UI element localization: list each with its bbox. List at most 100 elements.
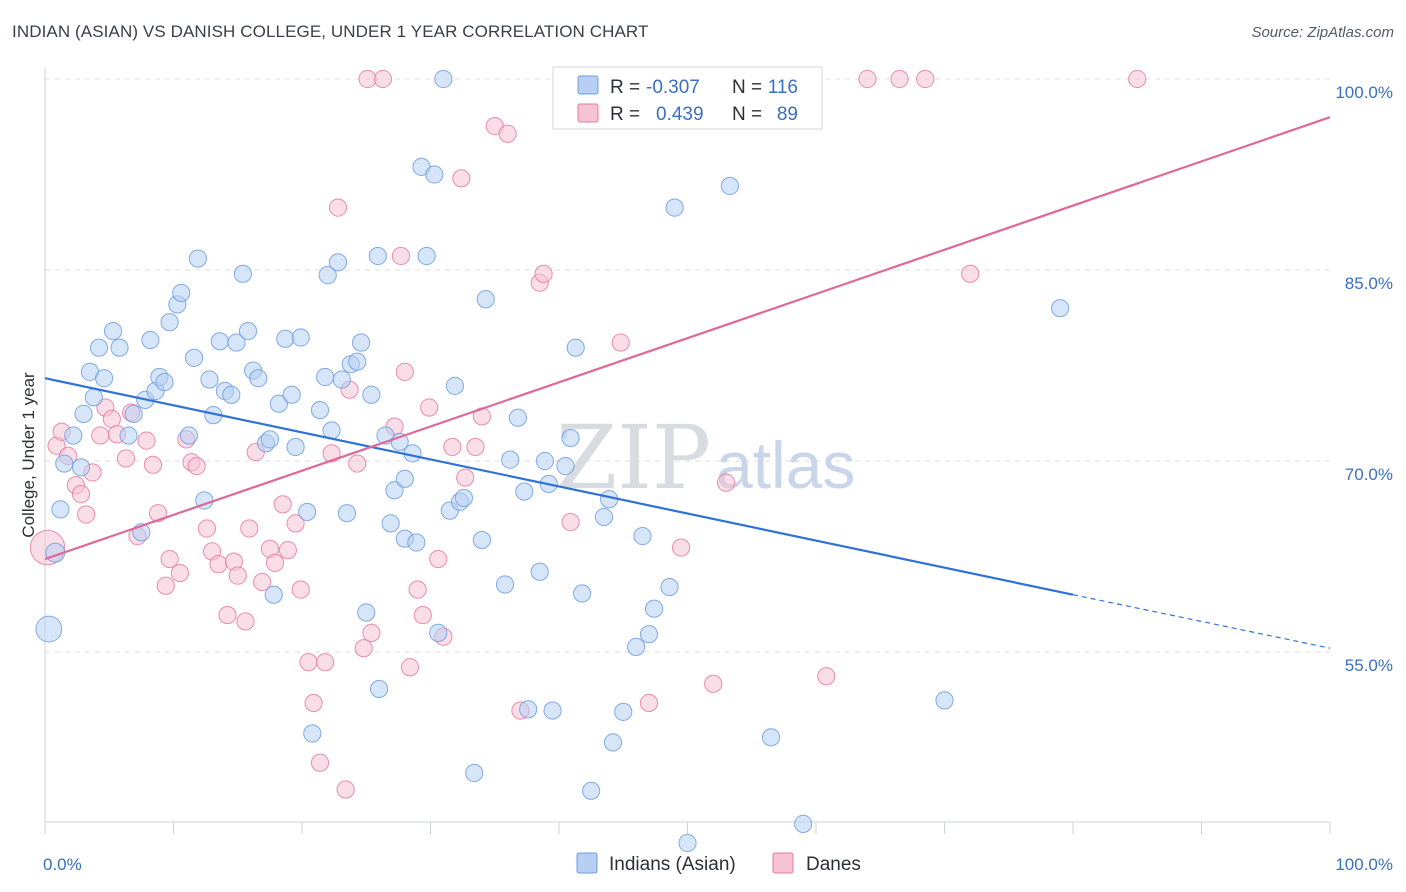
indian-point-98 xyxy=(603,733,623,752)
dane-point-82 xyxy=(916,69,935,89)
y-tick-label-2: 85.0% xyxy=(1345,274,1393,293)
indian-point-41 xyxy=(269,394,288,413)
dane-point-43 xyxy=(316,653,335,672)
legend-r-label-indians: R = xyxy=(610,77,640,98)
series-label-indians: Indians (Asian) xyxy=(609,854,736,875)
dane-point-59 xyxy=(420,398,439,417)
indian-point-39 xyxy=(260,430,279,449)
indians-trendline xyxy=(44,377,1074,596)
indian-point-102 xyxy=(639,625,659,644)
dane-point-29 xyxy=(228,566,247,585)
indian-point-83 xyxy=(501,450,520,469)
indian-point-10 xyxy=(95,369,114,388)
indian-point-84 xyxy=(508,408,527,427)
dane-point-76 xyxy=(671,538,691,557)
indian-point-92 xyxy=(561,428,580,448)
dane-point-26 xyxy=(209,555,228,574)
indian-point-101 xyxy=(633,527,652,546)
indian-point-82 xyxy=(495,575,515,594)
indian-point-60 xyxy=(368,246,387,266)
indian-point-108 xyxy=(761,728,781,747)
indian-point-25 xyxy=(184,348,204,367)
indian-point-64 xyxy=(385,481,404,500)
indian-point-100 xyxy=(627,637,646,657)
indian-point-30 xyxy=(210,332,229,351)
indian-point-85 xyxy=(515,482,534,501)
dane-point-55 xyxy=(395,362,414,381)
indian-point-87 xyxy=(530,562,549,581)
indian-point-96 xyxy=(594,507,614,527)
dane-point-80 xyxy=(858,69,877,89)
dane-point-77 xyxy=(704,674,723,693)
legend-n-value-danes: 89 xyxy=(777,104,798,125)
x-tick-label-max: 100.0% xyxy=(1335,855,1393,874)
dane-point-84 xyxy=(1128,69,1147,89)
y-tick-label-3: 100.0% xyxy=(1335,83,1393,102)
legend-n-label-indians: N = xyxy=(732,77,762,98)
indian-point-24 xyxy=(179,426,199,445)
indian-point-80 xyxy=(472,530,491,550)
indian-point-71 xyxy=(417,246,436,266)
indian-point-45 xyxy=(291,328,310,347)
x-tick-label-min: 0.0% xyxy=(43,855,82,874)
indian-point-76 xyxy=(445,376,465,395)
dane-point-68 xyxy=(498,124,517,143)
indian-point-2 xyxy=(51,500,70,519)
dane-point-35 xyxy=(265,553,285,572)
indian-point-40 xyxy=(264,585,283,604)
legend-r-value-danes: 0.439 xyxy=(656,104,704,125)
indian-point-63 xyxy=(381,514,400,533)
indian-point-48 xyxy=(310,400,330,420)
indian-point-95 xyxy=(582,781,601,800)
indian-point-72 xyxy=(425,165,444,184)
indian-point-12 xyxy=(110,338,129,357)
dane-point-5 xyxy=(71,485,91,504)
dane-point-17 xyxy=(148,504,168,523)
dane-point-16 xyxy=(143,455,163,474)
indian-point-47 xyxy=(303,724,322,743)
watermark-atlas: atlas xyxy=(716,428,855,502)
indian-point-43 xyxy=(282,385,301,404)
indian-point-59 xyxy=(362,385,381,404)
dane-point-81 xyxy=(890,69,909,89)
dane-point-42 xyxy=(310,753,330,772)
indian-point-74 xyxy=(434,69,453,89)
watermark-zip: ZIP xyxy=(556,406,711,509)
indian-point-57 xyxy=(352,333,371,352)
indian-point-20 xyxy=(155,372,174,392)
indian-point-56 xyxy=(348,352,367,371)
dane-point-52 xyxy=(373,69,393,89)
indians-points xyxy=(35,69,1070,853)
dane-point-78 xyxy=(716,473,736,492)
dane-point-44 xyxy=(322,444,341,463)
indian-point-88 xyxy=(535,451,554,471)
indian-point-44 xyxy=(286,437,305,457)
dane-point-57 xyxy=(408,580,427,599)
indian-point-106 xyxy=(678,833,697,853)
indians-trendline-extension xyxy=(1072,594,1331,649)
indian-point-17 xyxy=(141,330,160,350)
indian-point-49 xyxy=(316,367,335,387)
indian-point-6 xyxy=(74,404,93,423)
dane-point-63 xyxy=(452,169,471,188)
indian-point-73 xyxy=(429,623,448,643)
indian-point-26 xyxy=(188,249,208,268)
indian-point-110 xyxy=(935,691,954,710)
dane-point-27 xyxy=(218,605,237,625)
dane-point-23 xyxy=(187,456,206,476)
indian-point-94 xyxy=(573,584,592,603)
dane-point-20 xyxy=(170,563,190,583)
stats-legend: R = -0.307 N = 116 R = 0.439 N = 89 xyxy=(552,66,823,130)
dane-point-36 xyxy=(273,495,292,514)
indian-point-11 xyxy=(104,322,123,341)
indian-point-23 xyxy=(172,283,191,303)
indian-point-53 xyxy=(332,370,351,389)
chart-title: INDIAN (ASIAN) VS DANISH COLLEGE, UNDER … xyxy=(12,22,649,41)
y-tick-labels: 55.0% 70.0% 85.0% 100.0% xyxy=(1335,83,1393,675)
indian-point-35 xyxy=(238,322,258,341)
dane-point-58 xyxy=(413,605,432,625)
indian-point-90 xyxy=(543,701,562,720)
indian-point-78 xyxy=(454,488,474,508)
dane-point-45 xyxy=(328,198,348,217)
dane-point-60 xyxy=(429,549,448,569)
